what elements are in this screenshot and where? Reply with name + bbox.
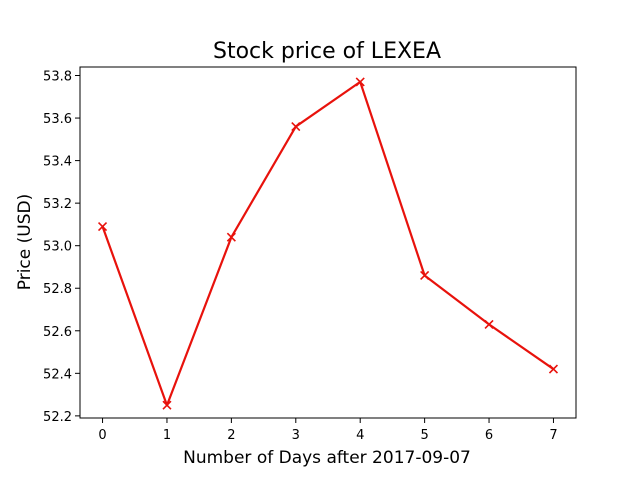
x-tick-label: 6 xyxy=(485,428,493,443)
data-point-marker xyxy=(162,400,172,410)
y-axis-label: Price (USD) xyxy=(15,194,35,290)
y-tick-label: 53.4 xyxy=(43,155,72,170)
data-point-marker xyxy=(420,270,430,281)
y-tick-label: 53.2 xyxy=(43,197,72,212)
plot-frame xyxy=(79,66,577,419)
data-point-marker xyxy=(97,221,108,232)
x-tick-label: 5 xyxy=(420,428,428,443)
y-tick-label: 53.6 xyxy=(43,112,72,127)
y-tick-label: 52.8 xyxy=(43,282,72,297)
y-tick-label: 53.0 xyxy=(43,240,72,255)
series-line xyxy=(101,80,555,407)
data-point-marker xyxy=(226,232,236,242)
y-tick-label: 52.2 xyxy=(43,410,72,425)
x-tick-label: 0 xyxy=(98,428,106,443)
y-tick-label: 52.6 xyxy=(43,325,72,340)
x-tick-label: 4 xyxy=(356,428,364,443)
chart-title: Stock price of LEXEA xyxy=(213,39,441,64)
data-point-marker xyxy=(548,364,559,374)
x-tick-label: 3 xyxy=(292,428,300,443)
data-point-marker xyxy=(484,319,494,329)
x-tick-label: 1 xyxy=(163,428,171,443)
data-point-marker xyxy=(291,121,301,132)
data-point-marker xyxy=(355,77,365,87)
x-tick-label: 7 xyxy=(549,428,557,443)
x-tick-label: 2 xyxy=(227,428,235,443)
y-tick-label: 53.8 xyxy=(43,70,72,85)
x-axis-label: Number of Days after 2017-09-07 xyxy=(183,448,471,468)
y-tick-label: 52.4 xyxy=(43,367,72,382)
